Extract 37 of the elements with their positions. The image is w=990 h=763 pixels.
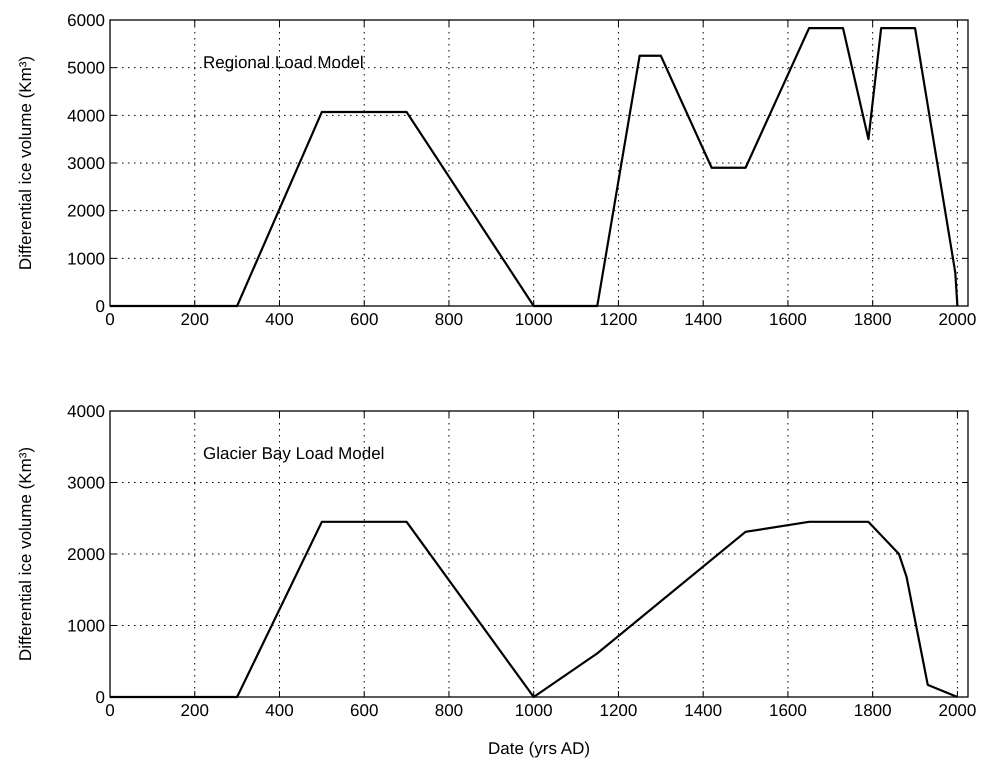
x-tick-label: 600 (350, 701, 378, 720)
y-axis-title: Differential ice volume (Km³) (16, 56, 35, 270)
y-tick-label: 3000 (67, 154, 105, 173)
x-tick-label: 200 (180, 310, 209, 329)
y-tick-label: 2000 (67, 202, 105, 221)
x-tick-label: 600 (350, 310, 378, 329)
x-tick-label: 1600 (769, 310, 807, 329)
x-tick-label: 2000 (938, 701, 976, 720)
y-tick-label: 1000 (67, 249, 105, 268)
y-tick-label: 4000 (67, 106, 105, 126)
y-tick-label: 4000 (67, 402, 105, 421)
x-tick-label: 400 (265, 310, 294, 329)
x-tick-label: 1200 (600, 701, 638, 720)
x-tick-label: 1400 (684, 701, 722, 720)
y-axis-title: Differential ice volume (Km³) (16, 446, 35, 662)
x-axis-title: Date (yrs AD) (488, 739, 590, 758)
annotation: Glacier Bay Load Model (203, 444, 384, 463)
x-tick-label: 1600 (769, 701, 807, 720)
y-tick-label: 2000 (67, 545, 105, 564)
x-tick-label: 200 (180, 701, 209, 720)
x-tick-label: 1400 (684, 310, 722, 329)
x-tick-label: 2000 (938, 310, 976, 329)
y-tick-label: 3000 (67, 474, 105, 492)
x-tick-label: 1000 (514, 310, 553, 329)
y-tick-label: 5000 (67, 58, 105, 78)
x-tick-label: 400 (265, 701, 294, 720)
x-tick-label: 800 (434, 310, 464, 329)
x-tick-label: 1200 (600, 310, 638, 329)
annotation: Regional Load Model (203, 53, 364, 72)
x-tick-label: 800 (434, 701, 464, 720)
x-tick-label: 1800 (854, 701, 892, 720)
y-tick-label: 6000 (67, 11, 105, 30)
y-tick-label: 1000 (67, 616, 105, 636)
y-tick-label: 0 (96, 297, 105, 316)
y-tick-label: 0 (96, 688, 105, 707)
x-tick-label: 1000 (514, 701, 553, 720)
x-tick-label: 1800 (854, 310, 892, 329)
